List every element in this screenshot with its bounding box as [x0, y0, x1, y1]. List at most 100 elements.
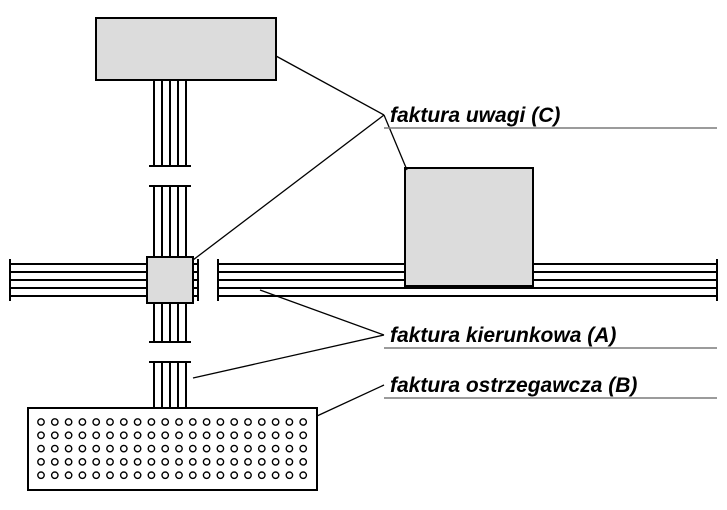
warning-dot [176, 459, 182, 465]
warning-dot [176, 445, 182, 451]
warning-dot [65, 432, 71, 438]
warning-dot [121, 472, 127, 478]
warning-dot [52, 472, 58, 478]
warning-dot [203, 432, 209, 438]
warning-dot [38, 472, 44, 478]
warning-dot [286, 472, 292, 478]
warning-dot [203, 445, 209, 451]
warning-dot [245, 472, 251, 478]
warning-dot [134, 419, 140, 425]
warning-dot [286, 419, 292, 425]
diagram-canvas: faktura uwagi (C) faktura kierunkowa (A) f… [0, 0, 727, 510]
warning-dot [93, 445, 99, 451]
label-b: faktura ostrzegawcza (B) [390, 374, 637, 397]
warning-dot [79, 445, 85, 451]
warning-dot [272, 459, 278, 465]
warning-dot [148, 419, 154, 425]
warning-dot [245, 459, 251, 465]
warning-dot [93, 472, 99, 478]
warning-dot [272, 419, 278, 425]
warning-dot [245, 419, 251, 425]
warning-dot [52, 432, 58, 438]
warning-dot [148, 445, 154, 451]
warning-dot [286, 459, 292, 465]
warning-dot [259, 419, 265, 425]
warning-dot [300, 459, 306, 465]
warning-dot [162, 419, 168, 425]
warning-dot [38, 459, 44, 465]
warning-dot [107, 445, 113, 451]
attention-block-top [96, 18, 276, 80]
label-a: faktura kierunkowa (A) [390, 324, 616, 347]
warning-dot [300, 432, 306, 438]
warning-dot [190, 459, 196, 465]
warning-dot [272, 432, 278, 438]
warning-dot [190, 445, 196, 451]
warning-dot [107, 459, 113, 465]
warning-dot [38, 445, 44, 451]
warning-dot [107, 472, 113, 478]
warning-dot [121, 445, 127, 451]
warning-dot [272, 472, 278, 478]
warning-dot [231, 432, 237, 438]
warning-dot [190, 472, 196, 478]
warning-dot [259, 445, 265, 451]
warning-dot [300, 445, 306, 451]
warning-dot [203, 472, 209, 478]
warning-dot [217, 432, 223, 438]
warning-dot [134, 459, 140, 465]
warning-dot [121, 459, 127, 465]
warning-dot [176, 419, 182, 425]
warning-dot [52, 459, 58, 465]
warning-dot [259, 432, 265, 438]
warning-dot [286, 445, 292, 451]
warning-dot [203, 459, 209, 465]
warning-dot [148, 459, 154, 465]
warning-dot [65, 472, 71, 478]
warning-dot [65, 459, 71, 465]
warning-dot [79, 432, 85, 438]
warning-dot [93, 432, 99, 438]
attention-block-center [147, 257, 193, 303]
warning-dot [93, 459, 99, 465]
warning-dot [190, 419, 196, 425]
warning-dot [162, 432, 168, 438]
warning-dot [203, 419, 209, 425]
warning-dot [93, 419, 99, 425]
warning-dot [38, 419, 44, 425]
warning-dot [52, 445, 58, 451]
warning-dot [65, 419, 71, 425]
warning-dot [176, 472, 182, 478]
label-c: faktura uwagi (C) [390, 104, 560, 127]
warning-dot [217, 419, 223, 425]
warning-dot [79, 419, 85, 425]
warning-dot [79, 472, 85, 478]
warning-dot [121, 419, 127, 425]
warning-dot [107, 432, 113, 438]
warning-dot [300, 472, 306, 478]
warning-dot [217, 459, 223, 465]
warning-dot [286, 432, 292, 438]
warning-dot [259, 472, 265, 478]
warning-dot [121, 432, 127, 438]
warning-dot [231, 419, 237, 425]
warning-dot [162, 472, 168, 478]
warning-dot [176, 432, 182, 438]
warning-dot [231, 459, 237, 465]
warning-dot [245, 432, 251, 438]
warning-dot [134, 472, 140, 478]
warning-dot [231, 445, 237, 451]
warning-dot [245, 445, 251, 451]
warning-dot [300, 419, 306, 425]
warning-dot [134, 432, 140, 438]
warning-dot [190, 432, 196, 438]
warning-dot [217, 445, 223, 451]
warning-dot [148, 472, 154, 478]
warning-dot [79, 459, 85, 465]
warning-dot [107, 419, 113, 425]
warning-dot [52, 419, 58, 425]
warning-dot [65, 445, 71, 451]
warning-dot [231, 472, 237, 478]
warning-dot [134, 445, 140, 451]
warning-dot [259, 459, 265, 465]
